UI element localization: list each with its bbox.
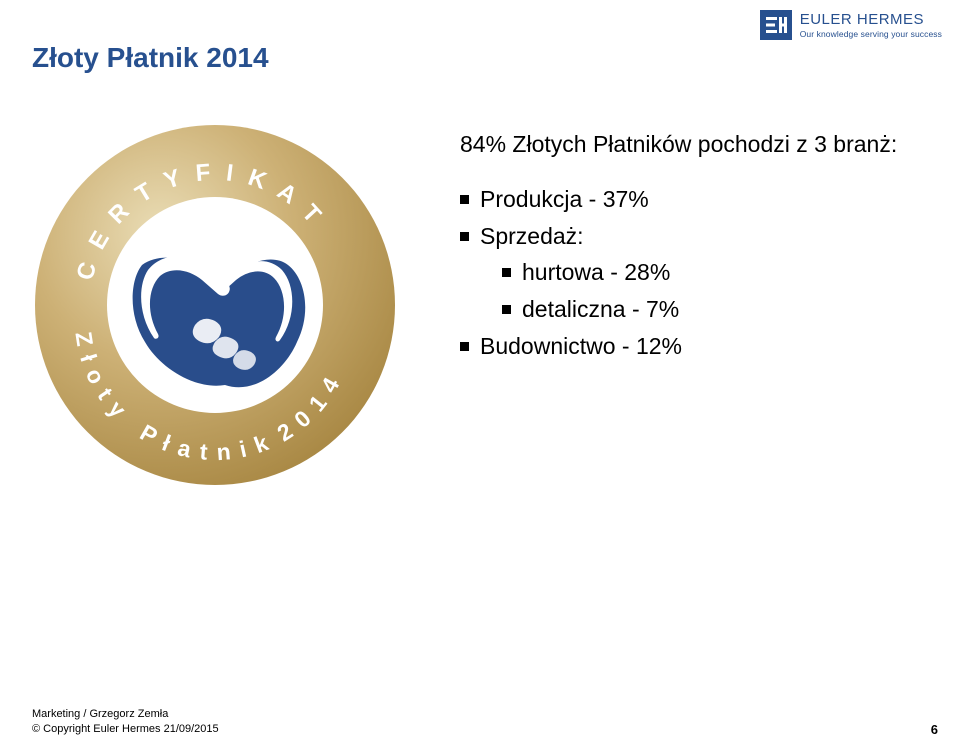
- bullet-list: Produkcja - 37% Sprzedaż: hurtowa - 28% …: [460, 181, 920, 365]
- list-item: detaliczna - 7%: [502, 291, 920, 328]
- seal-icon: C E R T Y F I K A T Z ł o t y P ł a t n …: [30, 120, 400, 490]
- slide-page: EULER HERMES Our knowledge serving your …: [0, 0, 960, 751]
- brand-mark: [760, 10, 792, 40]
- page-number: 6: [931, 722, 938, 737]
- list-item-label: hurtowa - 28%: [522, 259, 670, 285]
- brand-logo: EULER HERMES Our knowledge serving your …: [760, 10, 942, 40]
- list-item-label: Produkcja - 37%: [480, 186, 649, 212]
- intro-text: 84% Złotych Płatników pochodzi z 3 branż…: [460, 130, 920, 159]
- list-item: Produkcja - 37%: [460, 181, 920, 218]
- list-item-label: detaliczna - 7%: [522, 296, 679, 322]
- footer-line-1: Marketing / Grzegorz Zemła: [32, 707, 219, 722]
- list-item-label: Budownictwo - 12%: [480, 333, 682, 359]
- list-item: hurtowa - 28%: [502, 254, 920, 291]
- brand-tagline: Our knowledge serving your success: [800, 30, 942, 39]
- body-content: 84% Złotych Płatników pochodzi z 3 branż…: [460, 130, 920, 365]
- page-title: Złoty Płatnik 2014: [32, 42, 269, 74]
- brand-mark-icon: [763, 14, 789, 36]
- bullet-sublist: hurtowa - 28% detaliczna - 7%: [502, 254, 920, 328]
- list-item: Sprzedaż: hurtowa - 28% detaliczna - 7%: [460, 218, 920, 328]
- list-item-label: Sprzedaż:: [480, 223, 584, 249]
- list-item: Budownictwo - 12%: [460, 328, 920, 365]
- brand-text: EULER HERMES Our knowledge serving your …: [800, 12, 942, 39]
- footer-line-2: © Copyright Euler Hermes 21/09/2015: [32, 722, 219, 737]
- brand-name: EULER HERMES: [800, 12, 942, 27]
- footer-credits: Marketing / Grzegorz Zemła © Copyright E…: [32, 707, 219, 737]
- certificate-seal: C E R T Y F I K A T Z ł o t y P ł a t n …: [30, 120, 400, 490]
